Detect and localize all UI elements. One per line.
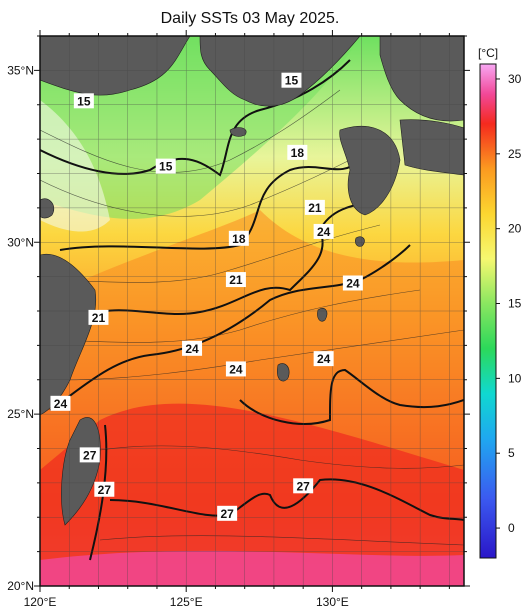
contour-label-text: 27: [98, 483, 112, 497]
contour-label-text: 27: [83, 448, 97, 462]
contour-label-box: [304, 199, 325, 215]
honshu: [379, 36, 464, 122]
contour-label: 18: [287, 144, 308, 160]
taiwan: [61, 417, 101, 526]
contour-label-box: [50, 395, 71, 411]
lat-tick-label: 25°N: [7, 407, 34, 421]
contour-label: 27: [79, 447, 100, 463]
contour-label-box: [313, 351, 334, 367]
contour-label-box: [155, 158, 176, 174]
contour-label: 24: [342, 275, 363, 291]
jeju-island: [229, 127, 247, 137]
contour-label-text: 24: [229, 362, 243, 376]
contour-label-text: 18: [291, 146, 305, 160]
okinawa: [277, 363, 290, 382]
contour-label-text: 21: [229, 273, 243, 287]
map-area: 15 15 15 18 21 24 18 21 24 21 24 24 24 24 27 27 27 27: [40, 36, 464, 586]
colorbar-unit-label: [°C]: [478, 46, 498, 60]
contour-label: 21: [88, 309, 109, 325]
contour-label-text: 24: [185, 342, 199, 356]
contour-label: 24: [50, 395, 71, 411]
lat-lon-grid: [40, 36, 464, 586]
korean-peninsula: [199, 36, 361, 107]
land-masses: [40, 36, 464, 526]
lat-tick-label: 20°N: [7, 579, 34, 593]
tanegashima: [355, 236, 365, 247]
lon-tick-label: 130°E: [316, 595, 349, 609]
contour-label-box: [228, 230, 249, 246]
contour-label-text: 21: [308, 201, 322, 215]
frame-tick-marks: [34, 30, 470, 592]
contour-label: 24: [313, 223, 334, 239]
longitude-labels: 120°E 125°E 130°E: [24, 595, 349, 609]
lon-tick-label: 120°E: [24, 595, 57, 609]
contour-label: 18: [228, 230, 249, 246]
chart-title: Daily SSTs 03 May 2025.: [160, 10, 340, 27]
shikoku: [399, 119, 464, 176]
china-north-coast: [40, 36, 191, 96]
colorbar-tick-label: 15: [508, 297, 522, 311]
contour-label: 21: [225, 272, 246, 288]
contour-label-text: 15: [77, 94, 91, 108]
isotherm-27b: [109, 478, 464, 521]
minor-isotherms: [40, 89, 464, 546]
contour-label-text: 24: [54, 397, 68, 411]
isotherm-18: [59, 159, 361, 251]
contour-label: 15: [281, 72, 302, 88]
contour-label-box: [182, 340, 203, 356]
contour-labels: 15 15 15 18 21 24 18 21 24 21 24 24 24 24 27 27 27 27: [50, 72, 363, 521]
contour-label-box: [293, 478, 314, 494]
contour-label-text: 18: [232, 232, 246, 246]
lat-tick-label: 35°N: [7, 63, 34, 77]
contour-label-box: [281, 72, 302, 88]
isotherm-21: [79, 199, 381, 319]
contour-label: 24: [313, 351, 334, 367]
contour-label-box: [73, 93, 94, 109]
isotherm-24b: [239, 368, 464, 425]
latitude-labels: 35°N 30°N 25°N 20°N: [7, 63, 34, 593]
contour-label-text: 15: [285, 74, 299, 88]
contour-label: 21: [304, 199, 325, 215]
contour-label-box: [88, 309, 109, 325]
contour-label-box: [225, 272, 246, 288]
contour-label-box: [79, 447, 100, 463]
contour-label: 27: [217, 505, 238, 521]
contour-label-text: 24: [317, 225, 331, 239]
colorbar-tick-label: 30: [508, 72, 522, 86]
colorbar-ticks: 0 5 10 15 20 25 30: [496, 72, 522, 535]
contour-label-box: [342, 275, 363, 291]
kyushu: [339, 126, 401, 216]
colorbar: [°C] 0 5 10 15 20 25 30: [478, 46, 522, 559]
contour-label: 15: [73, 93, 94, 109]
lon-tick-label: 125°E: [170, 595, 203, 609]
contour-label-text: 15: [159, 160, 173, 174]
contour-label-box: [94, 481, 115, 497]
very-warm-region: [40, 550, 464, 586]
isotherm-lines: [40, 59, 464, 561]
lat-tick-label: 30°N: [7, 235, 34, 249]
contour-label-text: 27: [220, 507, 234, 521]
colorbar-tick-label: 5: [508, 446, 515, 460]
colorbar-tick-label: 25: [508, 147, 522, 161]
contour-label-box: [287, 144, 308, 160]
contour-label-text: 24: [317, 352, 331, 366]
contour-label: 24: [225, 361, 246, 377]
contour-label: 15: [155, 158, 176, 174]
colorbar-scale: [479, 63, 497, 559]
contour-label-text: 27: [296, 479, 310, 493]
contour-label-box: [313, 223, 334, 239]
contour-label-text: 24: [346, 277, 360, 291]
contour-label: 27: [293, 478, 314, 494]
contour-label-text: 21: [92, 311, 106, 325]
colorbar-tick-label: 0: [508, 521, 515, 535]
contour-label-box: [225, 361, 246, 377]
colorbar-tick-label: 10: [508, 371, 522, 385]
amami-island: [317, 308, 328, 322]
colorbar-tick-label: 20: [508, 222, 522, 236]
contour-label-box: [217, 505, 238, 521]
contour-label: 24: [182, 340, 203, 356]
contour-label: 27: [94, 481, 115, 497]
